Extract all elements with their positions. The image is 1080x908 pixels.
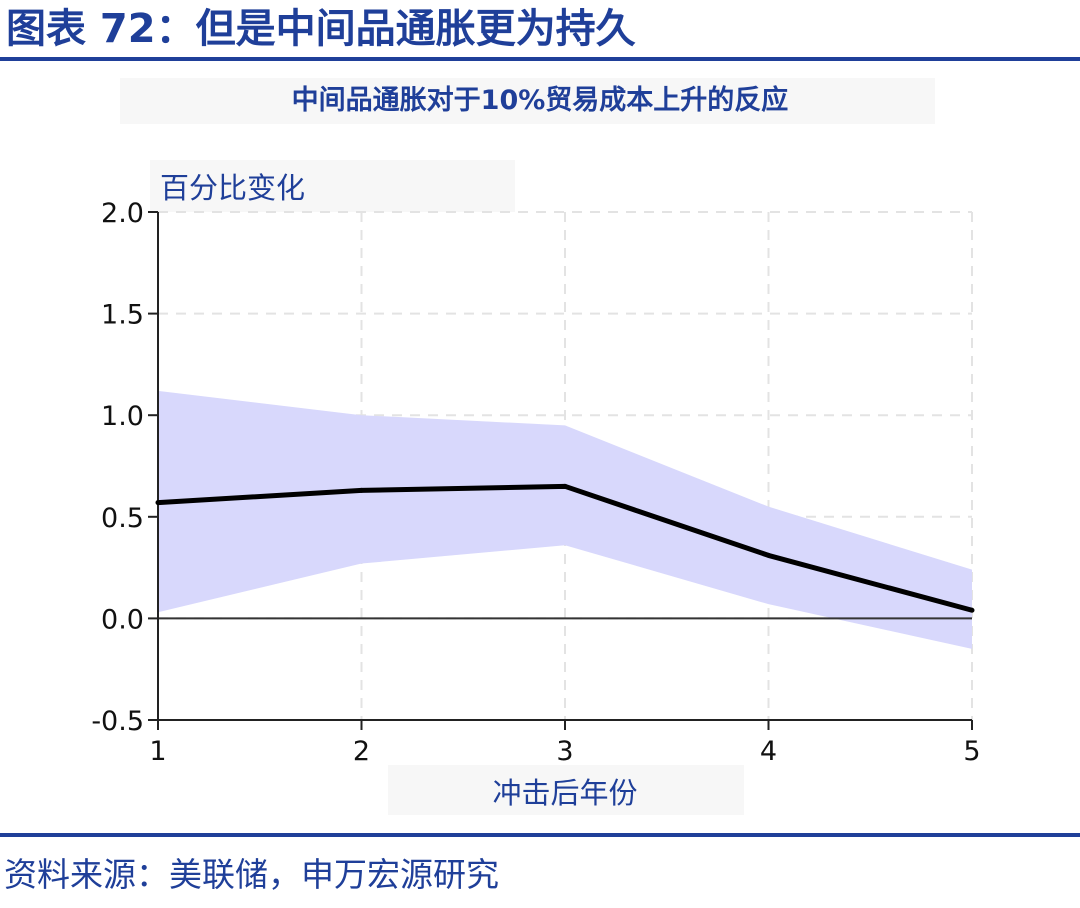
data-point [562,483,568,489]
axes [148,211,973,730]
x-axis-label: 冲击后年份 [492,776,637,810]
chart-title-background [120,78,935,124]
source-rule [0,833,1080,837]
y-tick-label: 0.5 [101,503,144,534]
confidence-band [158,390,972,649]
y-tick-label: 1.0 [101,401,144,432]
x-axis-label-background [388,765,744,815]
y-axis-label: 百分比变化 [160,171,305,205]
data-point [969,607,975,613]
chart-svg: -0.5 0.0 0.5 1.0 1.5 2.0 1 2 3 4 5 百分比变化 冲击后年份 [91,160,981,815]
y-tick-label: 0.0 [101,604,144,635]
data-point [766,552,771,558]
x-tick-labels: 1 2 3 4 5 [149,736,980,767]
y-tick-label: -0.5 [91,706,144,737]
title-rule [0,57,1080,61]
x-tick-label: 5 [963,736,980,767]
data-point [359,487,364,493]
x-tick-label: 1 [149,736,166,767]
y-axis-label-background [150,160,515,212]
y-tick-label: 2.0 [101,198,144,229]
chart-title: 中间品通胀对于10%贸易成本上升的反应 [291,85,789,116]
data-point [155,500,161,506]
x-tick-label: 3 [556,736,573,767]
y-tick-labels: -0.5 0.0 0.5 1.0 1.5 2.0 [91,198,144,737]
source-note: 资料来源：美联储，申万宏源研究 [4,855,499,894]
y-tick-label: 1.5 [101,300,144,331]
x-tick-label: 2 [353,736,370,767]
x-tick-label: 4 [760,736,777,767]
figure-title: 图表 72：但是中间品通胀更为持久 [6,6,636,52]
